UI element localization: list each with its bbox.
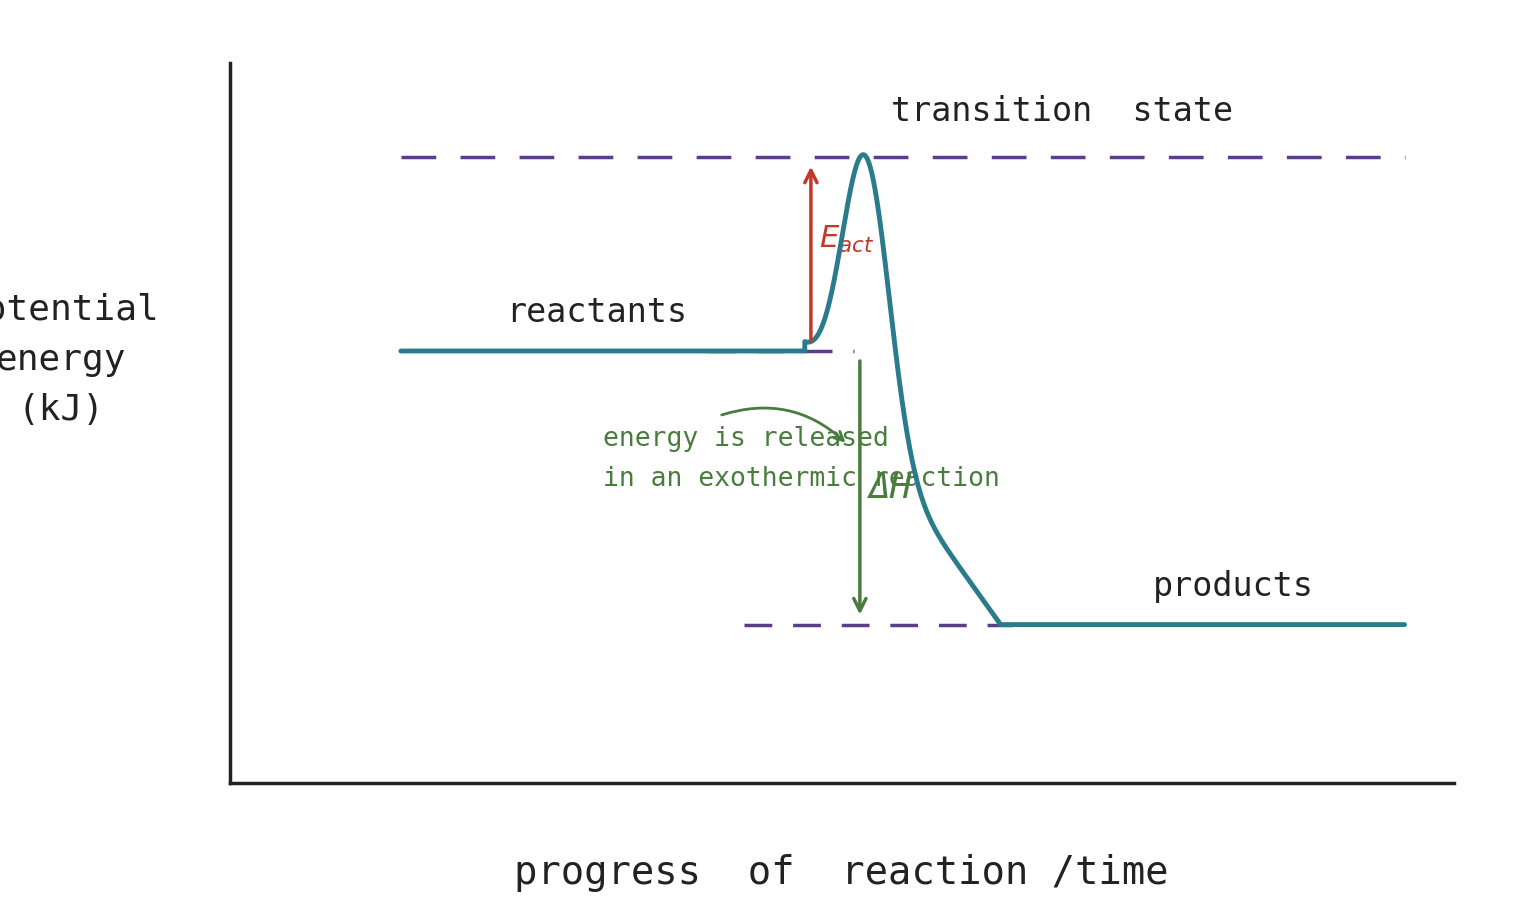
Text: transition  state: transition state xyxy=(890,94,1233,128)
Text: reactants: reactants xyxy=(506,296,687,329)
Text: energy is released
in an exothermic reaction: energy is released in an exothermic reac… xyxy=(603,426,999,492)
Text: ΔH: ΔH xyxy=(869,471,912,505)
Text: potential
energy
(kJ): potential energy (kJ) xyxy=(0,292,159,428)
Text: $E_{act}$: $E_{act}$ xyxy=(820,224,875,255)
Text: products: products xyxy=(1152,570,1314,603)
Text: progress  of  reaction /time: progress of reaction /time xyxy=(514,854,1169,892)
